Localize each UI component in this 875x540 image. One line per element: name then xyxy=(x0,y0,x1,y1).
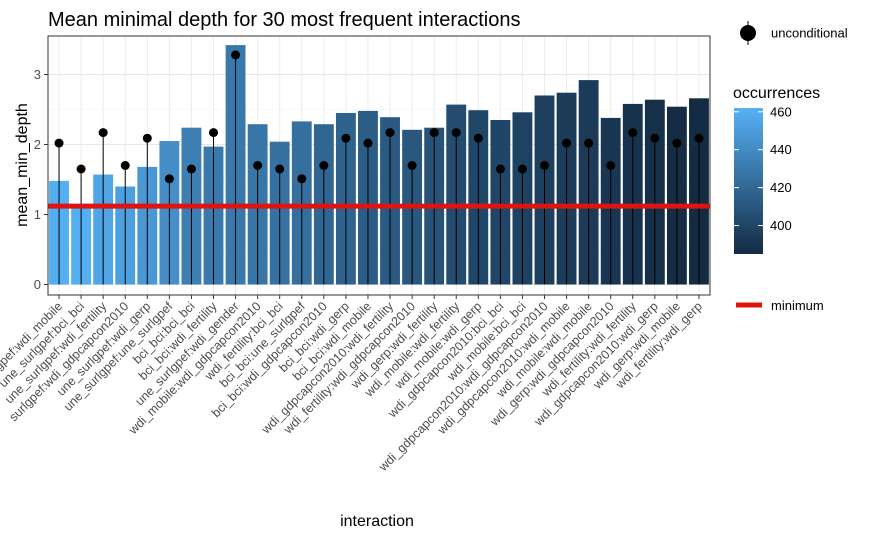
x-axis: surlgpef:wdi_mobileune_surlgpef:bci_bciu… xyxy=(0,295,705,474)
unconditional-point xyxy=(562,138,572,148)
unconditional-point xyxy=(164,174,174,184)
legend-point-label: unconditional xyxy=(771,26,848,41)
colorbar xyxy=(734,108,763,254)
colorbar-tick-label: 440 xyxy=(770,142,792,157)
legend-minimum: minimum xyxy=(736,298,824,313)
y-axis: 0 1 2 3 xyxy=(34,67,48,292)
unconditional-point xyxy=(54,138,64,148)
legend: unconditional occurrences 400 420 440 460 m… xyxy=(733,21,848,313)
unconditional-point xyxy=(297,174,307,184)
unconditional-point xyxy=(650,133,660,143)
colorbar-tick-label: 400 xyxy=(770,218,792,233)
unconditional-point xyxy=(407,161,417,170)
y-tick-label: 1 xyxy=(34,207,41,222)
unconditional-point xyxy=(628,128,638,138)
plot-panel xyxy=(47,35,711,296)
unconditional-point xyxy=(451,128,461,138)
unconditional-point xyxy=(429,128,439,138)
unconditional-point xyxy=(209,128,218,138)
colorbar-ticks: 400 420 440 460 xyxy=(734,104,792,233)
unconditional-point xyxy=(142,133,152,143)
legend-unconditional: unconditional xyxy=(740,21,848,45)
unconditional-point xyxy=(495,164,505,174)
x-axis-title: interaction xyxy=(340,513,414,530)
y-tick-label: 0 xyxy=(34,277,41,292)
plot-border xyxy=(47,35,711,296)
y-axis-title: mean_min_depth xyxy=(14,103,31,227)
unconditional-point xyxy=(672,138,682,148)
unconditional-point xyxy=(275,164,285,174)
unconditional-points xyxy=(54,50,704,184)
unconditional-point xyxy=(363,138,373,148)
unconditional-point xyxy=(231,50,241,60)
chart-title: Mean minimal depth for 30 most frequent … xyxy=(48,9,520,31)
colorbar-tick-label: 420 xyxy=(770,180,792,195)
unconditional-point xyxy=(76,164,86,174)
unconditional-point xyxy=(385,128,395,138)
unconditional-segments xyxy=(58,54,700,285)
legend-point-marker xyxy=(740,25,756,41)
unconditional-point xyxy=(694,133,704,143)
legend-color-title: occurrences xyxy=(733,85,820,102)
colorbar-tick-label: 460 xyxy=(770,104,792,119)
unconditional-point xyxy=(98,128,108,138)
legend-occurrences: occurrences 400 420 440 460 xyxy=(733,85,820,254)
unconditional-point xyxy=(319,161,329,170)
unconditional-point xyxy=(186,164,196,174)
unconditional-point xyxy=(540,161,549,170)
y-tick-label: 2 xyxy=(34,137,41,152)
unconditional-point xyxy=(584,138,594,148)
y-tick-label: 3 xyxy=(34,67,41,82)
unconditional-point xyxy=(120,161,130,170)
unconditional-point xyxy=(341,133,351,143)
unconditional-point xyxy=(517,164,527,174)
legend-minimum-label: minimum xyxy=(771,298,824,313)
unconditional-point xyxy=(473,133,483,143)
unconditional-point xyxy=(253,161,263,170)
unconditional-point xyxy=(606,161,616,170)
